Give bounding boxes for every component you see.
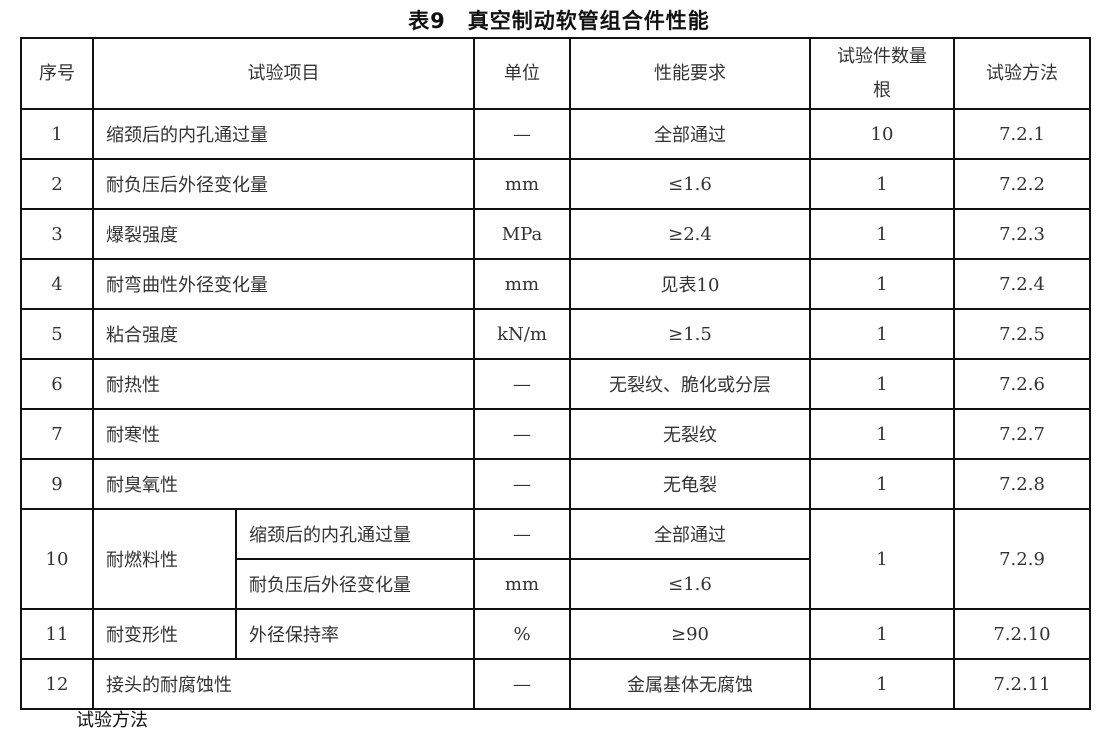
cell-unit: mm	[473, 158, 571, 210]
table-row: 3 爆裂强度 MPa ≥2.4 1 7.2.3	[20, 208, 1091, 260]
cell-count: 1	[809, 158, 955, 210]
cell-item: 耐臭氧性	[92, 458, 475, 510]
table-row: 9 耐臭氧性 — 无龟裂 1 7.2.8	[20, 458, 1091, 510]
cell-method: 7.2.5	[953, 308, 1091, 360]
cell-requirement: ≥1.5	[569, 308, 811, 360]
header-requirement: 性能要求	[569, 37, 811, 110]
cell-method: 7.2.8	[953, 458, 1091, 510]
cell-item: 耐寒性	[92, 408, 475, 460]
header-no: 序号	[20, 37, 94, 110]
header-count-line2: 根	[873, 79, 891, 101]
cell-subitem: 外径保持率	[235, 608, 475, 660]
cell-item: 接头的耐腐蚀性	[92, 658, 475, 710]
cell-no: 2	[20, 158, 94, 210]
cell-unit: %	[473, 608, 571, 660]
cell-method: 7.2.2	[953, 158, 1091, 210]
cell-count: 10	[809, 108, 955, 160]
cell-count: 1	[809, 508, 955, 610]
header-method: 试验方法	[953, 37, 1091, 110]
cell-no: 4	[20, 258, 94, 310]
cell-requirement: 全部通过	[569, 108, 811, 160]
table-row: 10 耐燃料性 缩颈后的内孔通过量 — 全部通过 1 7.2.9	[20, 508, 1091, 610]
cell-requirement: 见表10	[569, 258, 811, 310]
table-row: 1 缩颈后的内孔通过量 — 全部通过 10 7.2.1	[20, 108, 1091, 160]
cell-count: 1	[809, 308, 955, 360]
cell-method: 7.2.6	[953, 358, 1091, 410]
section-heading-partial: 试验方法	[76, 710, 148, 731]
cell-no: 6	[20, 358, 94, 410]
cell-method: 7.2.11	[953, 658, 1091, 710]
cell-unit: kN/m	[473, 308, 571, 360]
cell-no: 5	[20, 308, 94, 360]
cell-item: 耐负压后外径变化量	[92, 158, 475, 210]
cell-subitem: 缩颈后的内孔通过量	[235, 508, 475, 560]
table-row: 耐负压后外径变化量 mm ≤1.6	[21, 558, 1090, 610]
cell-unit: —	[473, 358, 571, 410]
cell-item: 爆裂强度	[92, 208, 475, 260]
cell-no: 7	[20, 408, 94, 460]
table-row: 7 耐寒性 — 无裂纹 1 7.2.7	[20, 408, 1091, 460]
cell-no: 3	[20, 208, 94, 260]
cell-count: 1	[809, 258, 955, 310]
cell-item: 粘合强度	[92, 308, 475, 360]
cell-item: 耐热性	[92, 358, 475, 410]
cell-item: 缩颈后的内孔通过量	[92, 108, 475, 160]
cell-item: 耐变形性	[92, 608, 237, 660]
cell-item: 耐弯曲性外径变化量	[92, 258, 475, 310]
cell-count: 1	[809, 608, 955, 660]
cell-no: 10	[20, 508, 94, 610]
header-unit: 单位	[473, 37, 571, 110]
table-row: 11 耐变形性 外径保持率 % ≥90 1 7.2.10	[20, 608, 1091, 660]
cell-unit: MPa	[473, 208, 571, 260]
cell-count: 1	[809, 658, 955, 710]
header-row: 序号 试验项目 单位 性能要求 试验件数量根 试验方法	[20, 37, 1091, 110]
cell-no: 11	[20, 608, 94, 660]
cell-method: 7.2.7	[953, 408, 1091, 460]
cell-unit: mm	[473, 558, 571, 610]
table-row: 6 耐热性 — 无裂纹、脆化或分层 1 7.2.6	[20, 358, 1091, 410]
cell-unit: mm	[473, 258, 571, 310]
header-count: 试验件数量根	[809, 37, 955, 110]
header-count-line1: 试验件数量	[837, 45, 927, 67]
cell-subitem: 耐负压后外径变化量	[235, 558, 475, 610]
cell-requirement: 无裂纹、脆化或分层	[569, 358, 811, 410]
cell-requirement: 金属基体无腐蚀	[569, 658, 811, 710]
cell-method: 7.2.1	[953, 108, 1091, 160]
cell-method: 7.2.9	[953, 508, 1091, 610]
cell-no: 9	[20, 458, 94, 510]
cell-unit: —	[473, 408, 571, 460]
cell-requirement: ≤1.6	[569, 158, 811, 210]
cell-unit: —	[473, 658, 571, 710]
table-row: 4 耐弯曲性外径变化量 mm 见表10 1 7.2.4	[20, 258, 1091, 310]
cell-requirement: ≤1.6	[569, 558, 811, 610]
cell-count: 1	[809, 358, 955, 410]
table-row: 12 接头的耐腐蚀性 — 金属基体无腐蚀 1 7.2.11	[20, 658, 1091, 710]
cell-method: 7.2.10	[953, 608, 1091, 660]
cell-unit: —	[473, 458, 571, 510]
cell-no: 1	[20, 108, 94, 160]
cell-item: 耐燃料性	[92, 508, 237, 610]
table-row: 2 耐负压后外径变化量 mm ≤1.6 1 7.2.2	[20, 158, 1091, 210]
cell-method: 7.2.3	[953, 208, 1091, 260]
cell-count: 1	[809, 408, 955, 460]
cell-requirement: 无龟裂	[569, 458, 811, 510]
cell-requirement: 全部通过	[569, 508, 811, 560]
cell-unit: —	[473, 508, 571, 560]
cell-method: 7.2.4	[953, 258, 1091, 310]
cell-unit: —	[473, 108, 571, 160]
table-title: 表9 真空制动软管组合件性能	[408, 9, 710, 33]
cell-requirement: ≥90	[569, 608, 811, 660]
cell-count: 1	[809, 458, 955, 510]
cell-no: 12	[20, 658, 94, 710]
header-item: 试验项目	[92, 37, 475, 110]
table-row: 5 粘合强度 kN/m ≥1.5 1 7.2.5	[20, 308, 1091, 360]
performance-table: 序号 试验项目 单位 性能要求 试验件数量根 试验方法 1 缩颈后的内孔通过量 — 全…	[20, 37, 1091, 710]
cell-count: 1	[809, 208, 955, 260]
cell-requirement: ≥2.4	[569, 208, 811, 260]
cell-requirement: 无裂纹	[569, 408, 811, 460]
